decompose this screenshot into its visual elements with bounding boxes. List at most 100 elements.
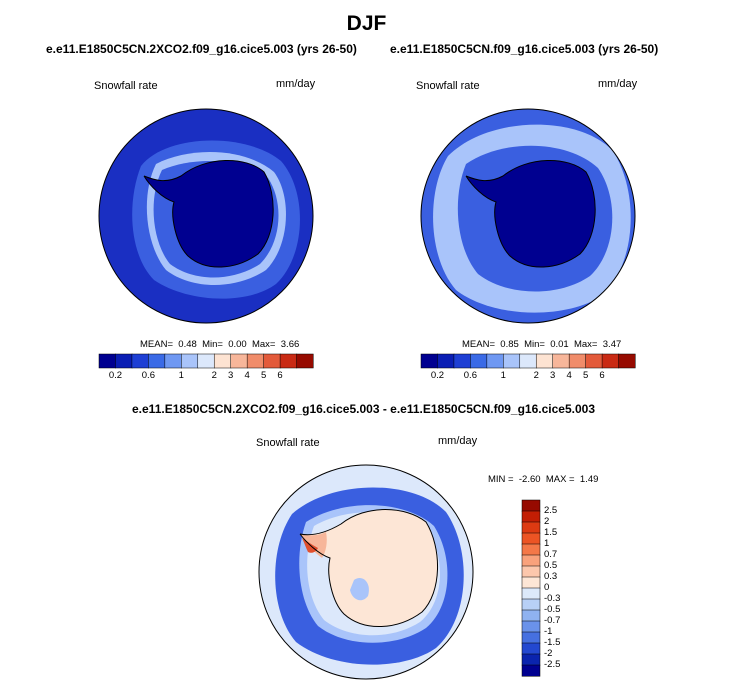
panel1-mean-value: 0.48 [178,339,197,350]
panel1-mean-label: MEAN= [140,339,173,350]
panel1-colorbar-box [131,353,149,369]
panel2-colorbar-tick-label: 3 [550,370,556,381]
panel2-mean-value: 0.85 [500,339,519,350]
panel2-colorbar-box [420,353,439,369]
panel1-colorbar-box [197,353,215,369]
panel1-colorbar-tick-label: 3 [228,370,234,381]
diff-case-title: e.e11.E1850C5CN.2XCO2.f09_g16.cice5.003 … [132,402,595,416]
panel2-colorbar-box [453,353,471,369]
panel1-colorbar-box [263,353,281,369]
panel1-colorbar-box [98,353,117,369]
diff-colorbar-tick-label: 0.7 [544,549,558,560]
diff-polar-map [258,464,474,680]
diff-colorbar-box [521,609,541,622]
diff-colorbar-box [521,631,541,644]
panel2-colorbar-box [486,353,504,369]
panel2-colorbar-box [601,353,620,369]
diff-colorbar-box [521,664,541,677]
panel1-max-label: Max= [251,339,276,350]
diff-colorbar-tick-label: -2 [544,648,553,659]
panel2-colorbar-box [568,353,587,369]
panel2-max-value: 3.47 [602,339,622,350]
panel2-colorbar-box [503,353,521,369]
panel1-colorbar-tick-label: 0.6 [141,370,155,381]
panel1-max-value: 3.66 [280,339,300,350]
panel2-colorbar-box [470,353,488,369]
panel1-colorbar-box [296,353,314,369]
diff-colorbar-tick-label: 0 [544,582,550,593]
panel1-colorbar-box [164,353,182,369]
panel2-colorbar-box [519,353,537,369]
diff-colorbar-box [521,576,541,589]
panel1-polar-map [98,108,314,324]
panel1-colorbar-box [213,353,232,369]
panel1-colorbar-box [230,353,248,369]
diff-min-label: MIN = [488,474,514,485]
panel2-colorbar-tick-label: 2 [533,370,539,381]
diff-colorbar-tick-label: 1.5 [544,527,558,538]
diff-colorbar-box [521,499,541,512]
panel2-stats: MEAN= 0.85 Min= 0.01 Max= 3.47 [462,339,621,350]
panel2-polar-map [420,108,636,324]
panel1-min-label: Min= [202,339,223,350]
diff-max-label: MAX = [545,474,575,485]
diff-colorbar-tick-label: 2.5 [544,505,558,516]
panel2-colorbar-box [552,353,570,369]
panel1-colorbar-box [181,353,199,369]
diff-min-value: -2.60 [518,474,541,485]
diff-colorbar-tick-label: -0.3 [544,593,561,604]
panel2-mean-label: MEAN= [462,339,495,350]
panel1-colorbar-tick-label: 2 [211,370,217,381]
panel1-colorbar-tick-label: 6 [277,370,283,381]
panel2-colorbar-tick-label: 1 [500,370,506,381]
panel1-min-value: 0.00 [228,339,247,350]
panel1-colorbar-box [246,353,265,369]
diff-colorbar-tick-label: 1 [544,538,550,549]
diff-colorbar-box [521,565,541,578]
panel2-colorbar-box [437,353,455,369]
diff-colorbar-box [521,642,541,655]
panel1-colorbar-box [115,353,133,369]
panel2-colorbar-tick-label: 4 [566,370,572,381]
panel2-min-label: Min= [524,339,545,350]
diff-colorbar-box [521,510,541,523]
diff-colorbar-box [521,532,541,545]
panel1-colorbar-tick-label: 4 [244,370,250,381]
diff-colorbar-tick-label: -0.7 [544,615,561,626]
panel1-colorbar-tick-label: 1 [178,370,184,381]
diff-colorbar-tick-label: -1 [544,626,553,637]
panel2-colorbar [420,353,636,369]
diff-colorbar-tick-label: -0.5 [544,604,561,615]
panel2-colorbar-tick-label: 5 [582,370,589,381]
panel2-variable-label: Snowfall rate [416,80,480,92]
diff-colorbar-tick-label: -1.5 [544,637,561,648]
panel2-colorbar-tick-label: 6 [599,370,605,381]
diff-colorbar-tick-label: -2.5 [544,659,561,670]
panel2-colorbar-box [618,353,636,369]
panel1-colorbar-box [279,353,298,369]
panel2-max-label: Max= [573,339,598,350]
diff-colorbar-box [521,543,541,556]
diff-colorbar-tick-label: 0.3 [544,571,558,582]
diff-colorbar-ticks: 2.5 2 1.5 1 0.7 0.5 0.3 0 -0.3 -0.5 -0.7 -1 -1.5 -2 -2… [544,500,584,676]
panel2-case-title: e.e11.E1850C5CN.f09_g16.cice5.003 (yrs 2… [390,42,659,56]
diff-units-label: mm/day [438,435,478,447]
diff-stats: MIN = -2.60 MAX = 1.49 [488,474,598,485]
diff-variable-label: Snowfall rate [256,437,320,449]
diff-colorbar-tick-label: 2 [544,516,550,527]
panel2-min-value: 0.01 [550,339,569,350]
diff-colorbar-box [521,554,541,567]
panel2-colorbar-box [585,353,603,369]
panel1-colorbar [98,353,314,369]
diff-colorbar-box [521,653,541,666]
panel1-stats: MEAN= 0.48 Min= 0.00 Max= 3.66 [140,339,299,350]
figure-title: DJF [346,12,387,35]
panel1-colorbar-ticks: 0.2 0.6 1 2 3 4 5 6 [99,370,313,384]
panel1-units-label: mm/day [276,78,316,90]
diff-colorbar-box [521,598,541,611]
diff-max-value: 1.49 [579,474,599,485]
panel2-colorbar-ticks: 0.2 0.6 1 2 3 4 5 6 [421,370,635,384]
panel1-colorbar-box [148,353,166,369]
panel1-case-title: e.e11.E1850C5CN.2XCO2.f09_g16.cice5.003 … [46,42,357,56]
panel1-colorbar-tick-label: 5 [260,370,267,381]
